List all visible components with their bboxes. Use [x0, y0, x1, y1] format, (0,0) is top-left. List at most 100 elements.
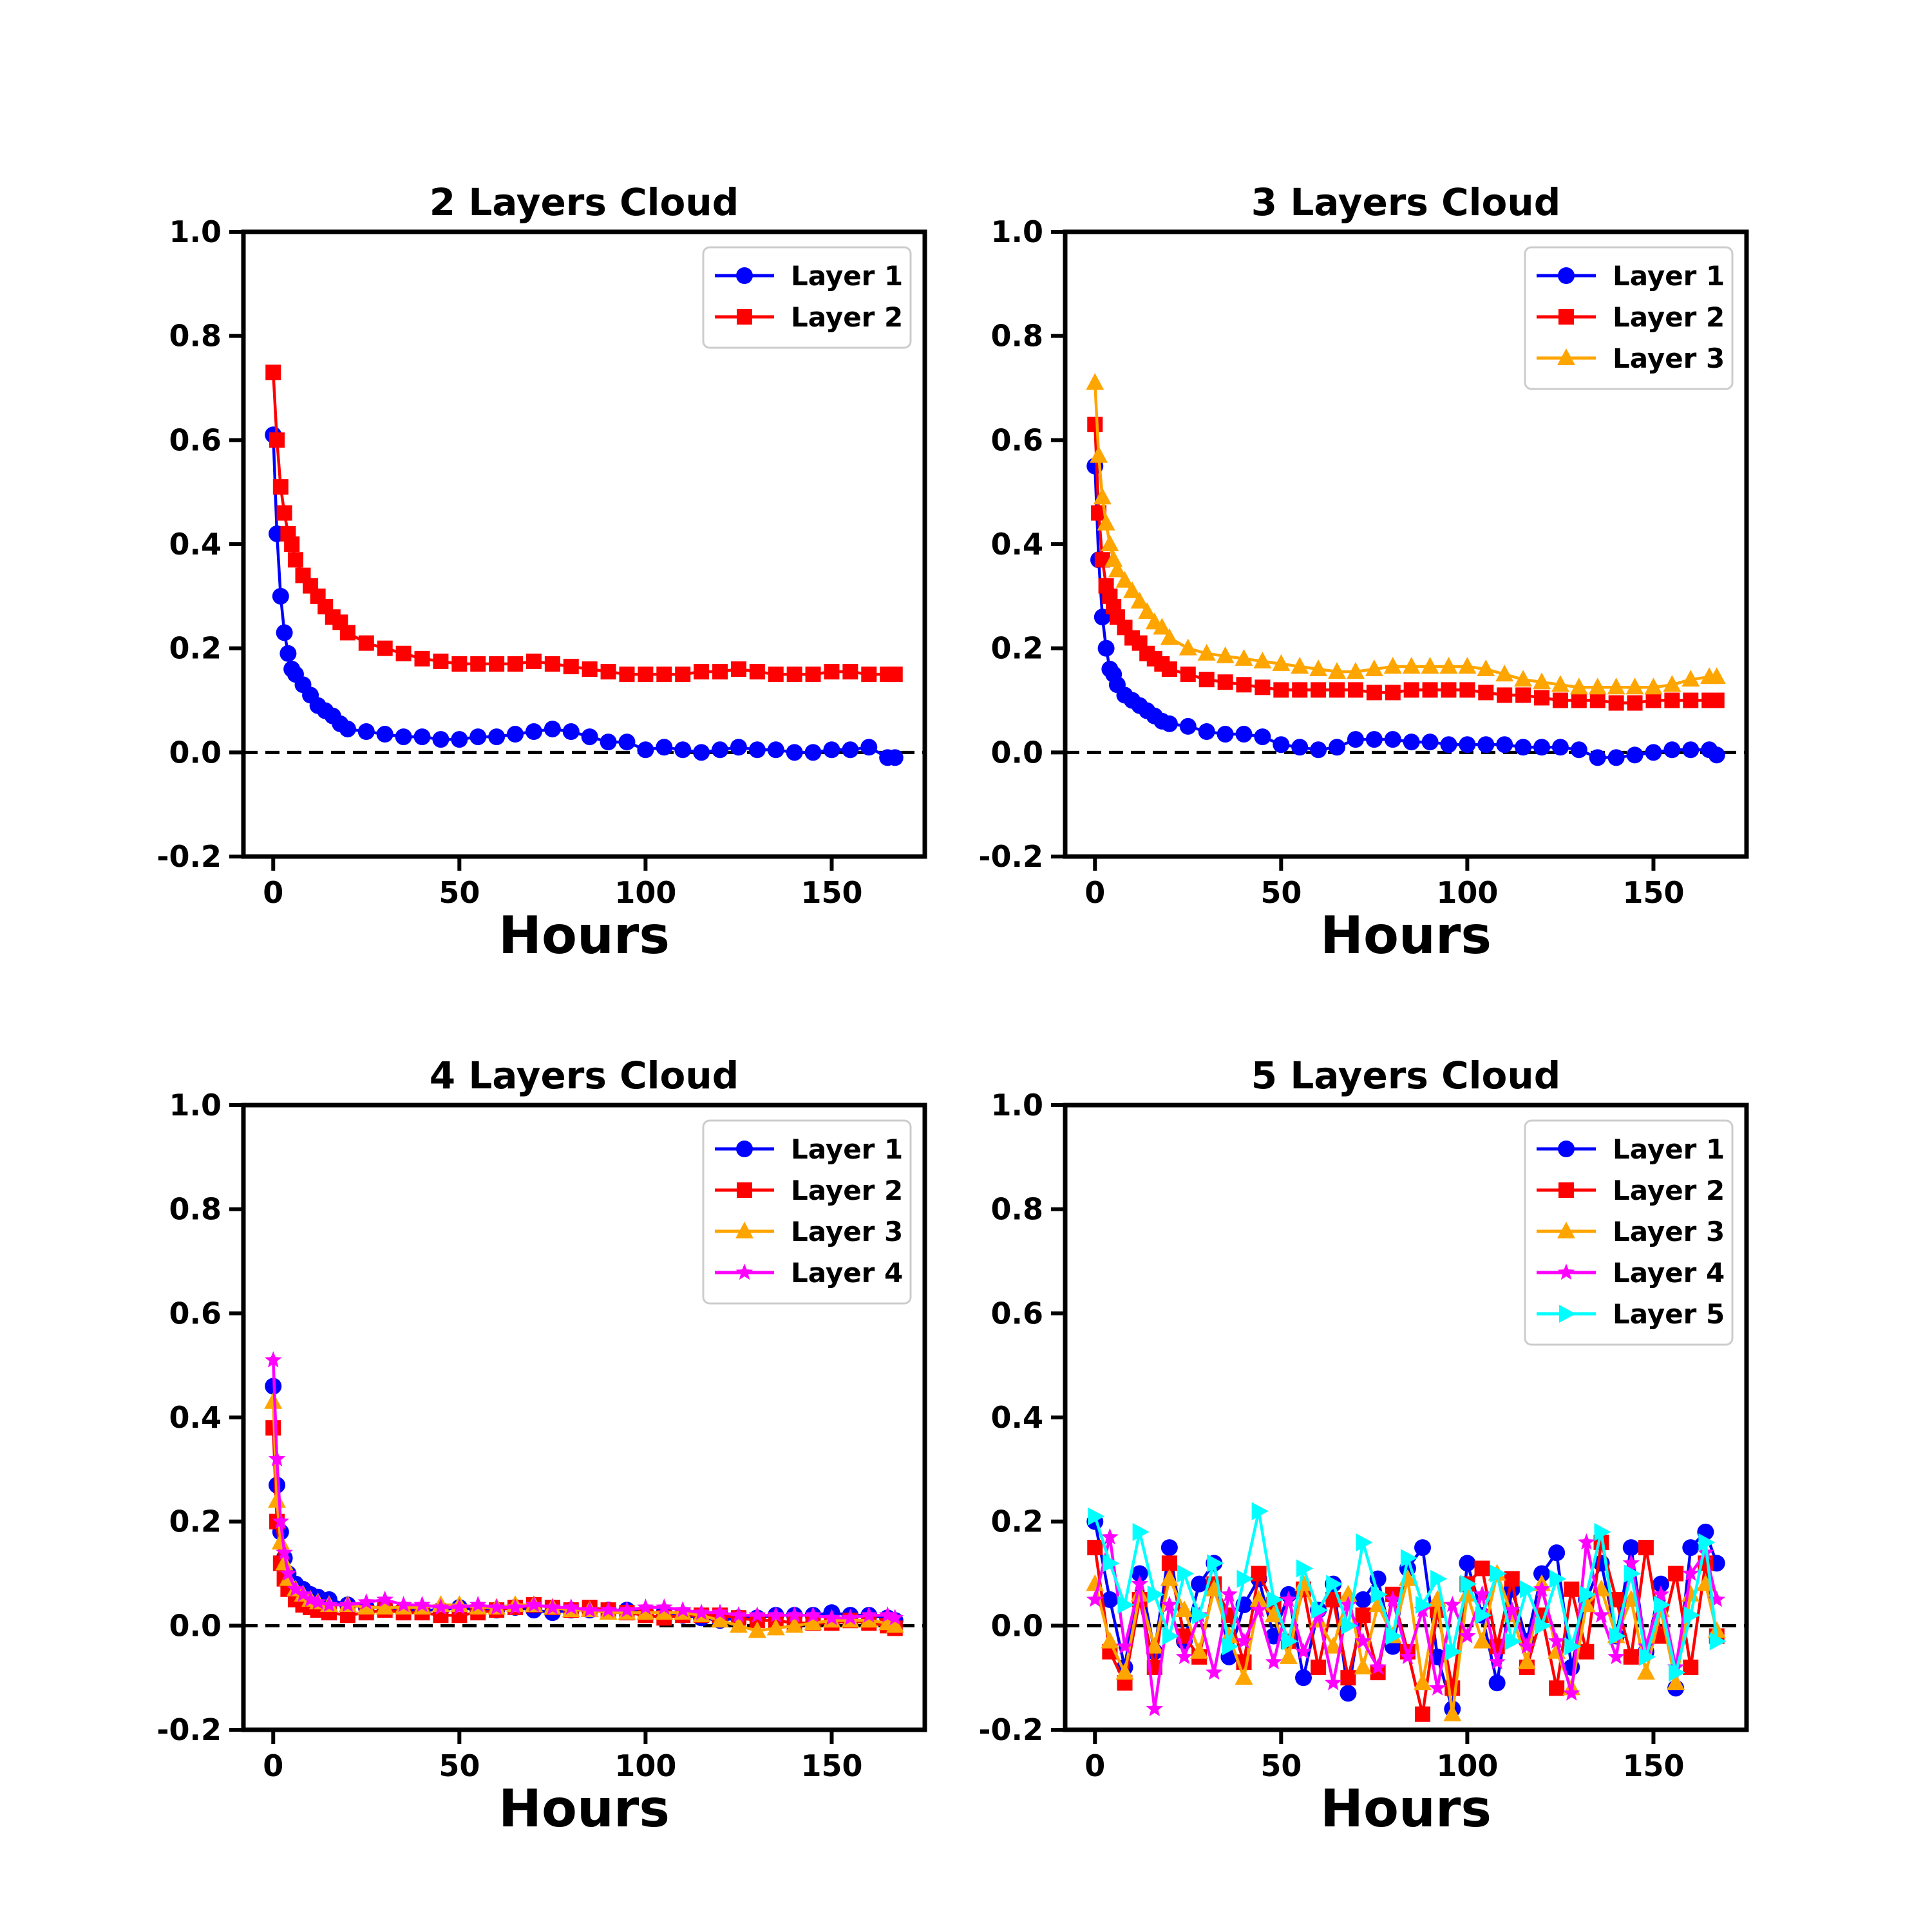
data-point	[748, 1606, 766, 1623]
data-point	[1311, 1660, 1327, 1675]
data-point	[749, 664, 765, 680]
data-point	[730, 661, 746, 677]
data-point	[376, 1590, 393, 1607]
data-point	[1403, 682, 1419, 698]
data-point	[1249, 1589, 1268, 1607]
data-point	[1443, 1704, 1462, 1721]
x-tick-label: 100	[614, 1748, 676, 1783]
data-point	[581, 728, 598, 746]
legend-item: Layer 1	[1537, 1133, 1725, 1165]
data-point	[451, 731, 468, 748]
legend-label: Layer 2	[1613, 1175, 1725, 1206]
data-point	[1250, 1601, 1267, 1618]
x-tick-label: 150	[1622, 875, 1684, 910]
data-point	[1473, 1585, 1491, 1602]
data-point	[786, 667, 802, 683]
data-point	[488, 1598, 506, 1615]
data-point	[1637, 1637, 1655, 1654]
legend-label: Layer 1	[1613, 1133, 1725, 1165]
data-point	[804, 1613, 822, 1631]
data-point	[395, 1596, 412, 1613]
data-point	[1090, 446, 1108, 463]
data-point	[1579, 1585, 1596, 1604]
data-point	[562, 1598, 580, 1615]
data-point	[563, 658, 579, 674]
data-point	[1294, 1642, 1312, 1660]
data-point	[357, 723, 375, 740]
data-point	[1093, 488, 1112, 505]
data-point	[1626, 746, 1643, 764]
data-point	[1179, 638, 1197, 656]
data-point	[823, 741, 840, 759]
data-point	[320, 1596, 338, 1613]
data-point	[1400, 1549, 1417, 1567]
data-point	[339, 720, 356, 737]
data-point	[767, 741, 784, 759]
data-point	[1548, 1632, 1566, 1649]
data-point	[748, 741, 766, 759]
data-point	[1652, 1585, 1670, 1602]
data-point	[272, 587, 289, 605]
legend: Layer 1 Layer 2 Layer 3 Layer 4	[702, 1119, 912, 1305]
data-point	[432, 731, 450, 748]
data-point	[451, 656, 468, 672]
data-point	[805, 667, 821, 683]
data-point	[1552, 692, 1568, 708]
data-point	[287, 552, 303, 568]
chart-title: 2 Layers Cloud	[430, 180, 739, 224]
data-point	[1477, 659, 1495, 676]
data-point	[1645, 692, 1662, 708]
data-point	[1669, 1663, 1686, 1682]
plot-content	[243, 1351, 925, 1638]
plot-content	[243, 365, 925, 766]
data-point	[1160, 1569, 1179, 1586]
data-point	[1668, 1566, 1684, 1582]
x-tick-label: 0	[1084, 875, 1105, 910]
data-point	[1569, 677, 1588, 695]
data-point	[1190, 1642, 1209, 1659]
data-point	[1667, 1673, 1685, 1690]
data-point	[309, 1593, 327, 1610]
data-point	[507, 656, 524, 672]
data-point	[395, 645, 412, 661]
data-point	[1441, 682, 1457, 698]
data-point	[656, 739, 673, 756]
data-point	[1216, 646, 1235, 663]
chart-title: 5 Layers Cloud	[1251, 1054, 1560, 1097]
data-point	[1347, 682, 1363, 698]
data-point	[1682, 1564, 1700, 1581]
data-point	[1402, 656, 1421, 674]
data-point	[1564, 1637, 1582, 1656]
data-point	[339, 625, 355, 641]
data-point	[1146, 1700, 1164, 1716]
y-tick-label: 0.6	[169, 422, 222, 457]
data-point	[1222, 1637, 1239, 1656]
legend-label: Layer 4	[1613, 1257, 1725, 1289]
y-tick-label: 0.4	[991, 1400, 1044, 1435]
data-point	[1384, 1590, 1402, 1607]
data-point	[1594, 1522, 1611, 1541]
data-point	[842, 1609, 859, 1625]
data-point	[1533, 1565, 1551, 1582]
y-tick-label: 0.4	[991, 527, 1044, 562]
data-point	[1533, 672, 1551, 690]
data-point	[1681, 670, 1700, 687]
data-point	[1365, 731, 1383, 748]
data-point	[887, 667, 903, 683]
data-point	[1515, 687, 1531, 703]
y-tick-label: 1.0	[169, 1088, 222, 1122]
data-point	[1384, 731, 1401, 748]
data-point	[1514, 670, 1533, 687]
data-point	[1439, 656, 1458, 674]
data-point	[675, 667, 691, 683]
legend-label: Layer 1	[1613, 260, 1725, 292]
legend-item: Layer 3	[715, 1216, 903, 1247]
data-point	[1551, 739, 1569, 756]
data-point	[1101, 535, 1119, 551]
x-tick-label: 50	[1260, 875, 1302, 910]
data-point	[1291, 656, 1309, 674]
series-layer-1	[265, 426, 904, 766]
y-tick-label: 0.6	[991, 422, 1044, 457]
data-point	[1430, 1569, 1448, 1588]
series-layer-4	[264, 1351, 904, 1625]
